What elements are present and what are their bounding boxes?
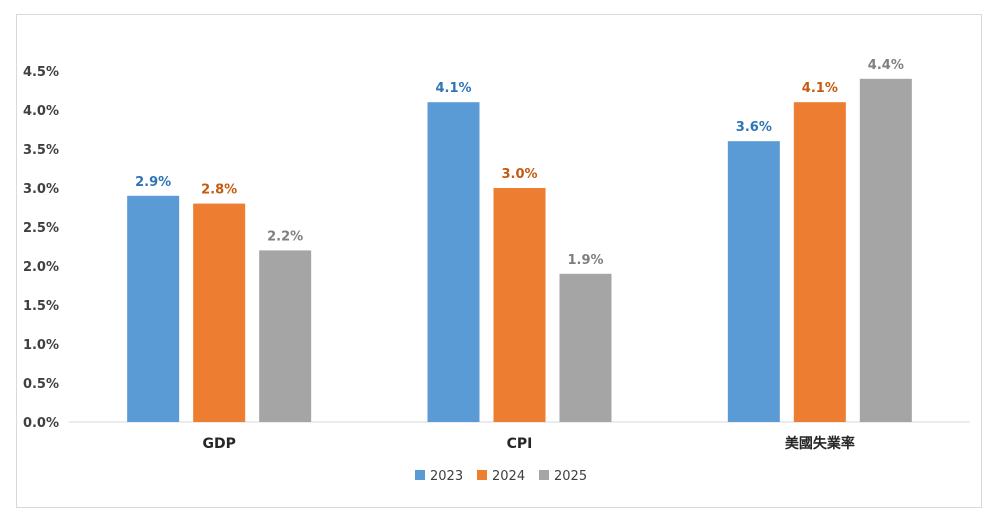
- y-tick-label: 2.0%: [23, 260, 59, 275]
- bar: [427, 102, 480, 422]
- data-label: 4.4%: [868, 58, 904, 73]
- y-tick-label: 4.5%: [23, 65, 59, 80]
- bar: [193, 203, 246, 422]
- legend-swatch: [415, 470, 425, 480]
- y-tick-label: 3.5%: [23, 143, 59, 158]
- y-tick-label: 0.0%: [23, 416, 59, 431]
- data-label: 2.9%: [135, 175, 171, 190]
- legend-label: 2023: [430, 469, 463, 484]
- data-label: 3.0%: [501, 167, 537, 182]
- bar: [727, 141, 780, 422]
- y-tick-label: 1.5%: [23, 299, 59, 314]
- data-label: 4.1%: [435, 81, 471, 96]
- bar: [493, 188, 546, 422]
- bar: [259, 250, 312, 422]
- x-category-label: CPI: [507, 436, 533, 452]
- legend-label: 2025: [554, 469, 587, 484]
- data-label: 3.6%: [736, 120, 772, 135]
- y-tick-label: 0.5%: [23, 377, 59, 392]
- x-category-label: 美國失業率: [785, 435, 855, 452]
- y-tick-label: 1.0%: [23, 338, 59, 353]
- bar: [859, 78, 912, 423]
- legend-swatch: [477, 470, 487, 480]
- y-tick-label: 2.5%: [23, 221, 59, 236]
- bar: [793, 102, 846, 422]
- x-category-label: GDP: [202, 436, 235, 452]
- bar: [127, 195, 180, 422]
- data-label: 1.9%: [567, 253, 603, 268]
- legend-label: 2024: [492, 469, 525, 484]
- bar: [559, 273, 612, 422]
- y-tick-label: 3.0%: [23, 182, 59, 197]
- legend-swatch: [539, 470, 549, 480]
- y-tick-label: 4.0%: [23, 104, 59, 119]
- data-label: 2.8%: [201, 183, 237, 198]
- data-label: 4.1%: [802, 81, 838, 96]
- data-label: 2.2%: [267, 229, 303, 244]
